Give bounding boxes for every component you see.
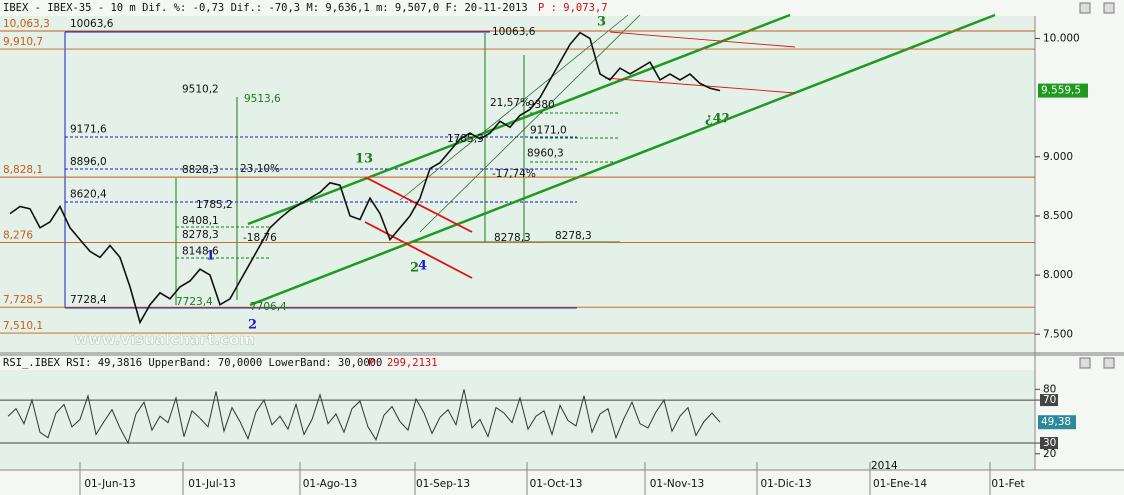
price-label: 8148,6 [182,246,219,258]
price-label: 7723,4 [176,296,213,308]
percent-label: 23,10% [240,163,280,175]
y-tick-label: 8.000 [1043,269,1073,281]
price-label: 8278,3 [494,232,531,244]
header-price: P : 9,073,7 [538,2,608,14]
level-label: 8,276 [3,229,33,241]
rsi-header-price: P: 299,2131 [368,357,438,369]
x-tick-label: 01-Oct-13 [530,478,583,490]
x-tick-label: 01-Sep-13 [416,478,470,490]
wave-label: 3 [597,15,606,30]
x-tick-label: 01-Fet [991,478,1024,490]
x-tick-label: 01-Ene-14 [873,478,927,490]
price-label: 8960,3 [527,147,564,159]
price-label: 8408,1 [182,215,219,227]
percent-label: 1785,2 [196,199,233,211]
x-tick-label: 01-Dic-13 [760,478,811,490]
y-tick-label: 20 [1043,448,1056,460]
price-label: 9380 [528,99,555,111]
percent-label: -18,76 [243,232,277,244]
wave-label: 4 [418,259,427,274]
level-label: 9,910,7 [3,36,43,48]
price-label: 10063,6 [492,26,536,38]
percent-label: -17,74% [492,168,536,180]
price-label: 7706,4 [250,301,287,313]
price-label: 8278,3 [555,230,592,242]
window-button[interactable] [1079,357,1091,369]
y-tick-label: 30 [1043,437,1056,449]
fib-structure [64,31,620,309]
tick-box [1040,437,1058,450]
panel-divider [0,352,1124,356]
price-label: 8896,0 [70,156,107,168]
percent-label: 21,57% [490,97,530,109]
wave-label: ¿4? [705,112,730,127]
price-label: 9510,2 [182,83,219,95]
y-tick-label: 80 [1043,383,1056,395]
y-tick-label: 10.000 [1043,32,1080,44]
wave-label: 2 [410,261,419,276]
x-tick-label: 01-Jul-13 [188,478,236,490]
window-button[interactable] [1103,357,1115,369]
x-tick-label: 01-Jun-13 [84,478,135,490]
price-label: 10063,6 [70,18,114,30]
percent-label: 1785,3 [447,133,484,145]
price-label: 9513,6 [244,93,281,105]
tick-box [1040,394,1058,407]
level-label: 8,828,1 [3,164,43,176]
rsi-header: RSI_.IBEX RSI: 49,3816 UpperBand: 70,000… [3,357,382,369]
price-label: 7728,4 [70,294,107,306]
wave-label: 1 [206,249,215,264]
last-value-label: 49,38 [1041,416,1071,428]
year-label: 2014 [871,460,898,472]
y-tick-label: 8.500 [1043,210,1073,222]
price-panel [0,16,1035,352]
series-line [7,389,721,445]
last-value-label: 9.559,5 [1041,85,1081,97]
x-tick-label: 01-Nov-13 [650,478,705,490]
price-label: 8278,3 [182,229,219,241]
price-label: 8828,3 [182,164,219,176]
header: IBEX - IBEX-35 - 10 m Dif. %: -0,73 Dif.… [3,2,528,14]
window-button[interactable] [1103,2,1115,14]
wave-label: 13 [355,152,373,167]
wave-label: 2 [248,318,257,333]
price-label: 9171,0 [530,125,567,137]
price-label: 9171,6 [70,123,107,135]
last-value-box [1038,83,1088,98]
level-label: 7,728,5 [3,294,43,306]
x-tick-label: 01-Ago-13 [303,478,358,490]
y-tick-label: 70 [1043,394,1056,406]
level-label: 10,063,3 [3,18,50,30]
y-tick-label: 9.000 [1043,151,1073,163]
series-line [9,31,721,325]
level-label: 7,510,1 [3,320,43,332]
trend-lines [247,13,996,307]
y-tick-label: 7.500 [1043,328,1073,340]
window-button[interactable] [1079,2,1091,14]
last-value-box [1038,415,1076,430]
watermark: www.visualchart.com [74,331,255,349]
price-label: 8620,4 [70,189,107,201]
rsi-panel [0,370,1035,470]
